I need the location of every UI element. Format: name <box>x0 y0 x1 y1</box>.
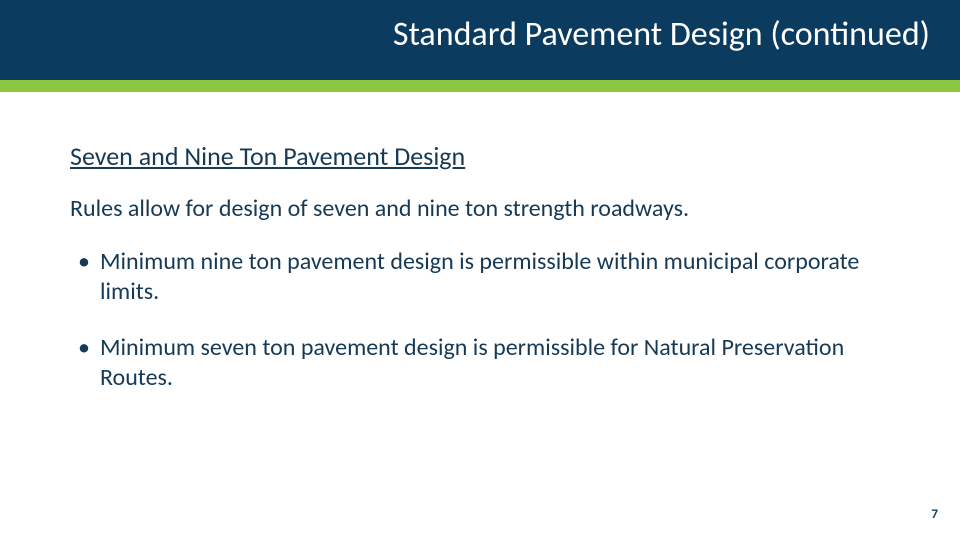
accent-bar <box>0 80 960 92</box>
page-number: 7 <box>931 507 938 522</box>
slide: Standard Pavement Design (continued) Sev… <box>0 0 960 540</box>
bullet-item: Minimum seven ton pavement design is per… <box>70 333 890 393</box>
subheading: Seven and Nine Ton Pavement Design <box>70 140 890 172</box>
content-area: Seven and Nine Ton Pavement Design Rules… <box>70 140 890 419</box>
intro-paragraph: Rules allow for design of seven and nine… <box>70 194 890 223</box>
slide-title: Standard Pavement Design (continued) <box>0 14 960 55</box>
bullet-item: Minimum nine ton pavement design is perm… <box>70 247 890 307</box>
bullet-list: Minimum nine ton pavement design is perm… <box>70 247 890 393</box>
